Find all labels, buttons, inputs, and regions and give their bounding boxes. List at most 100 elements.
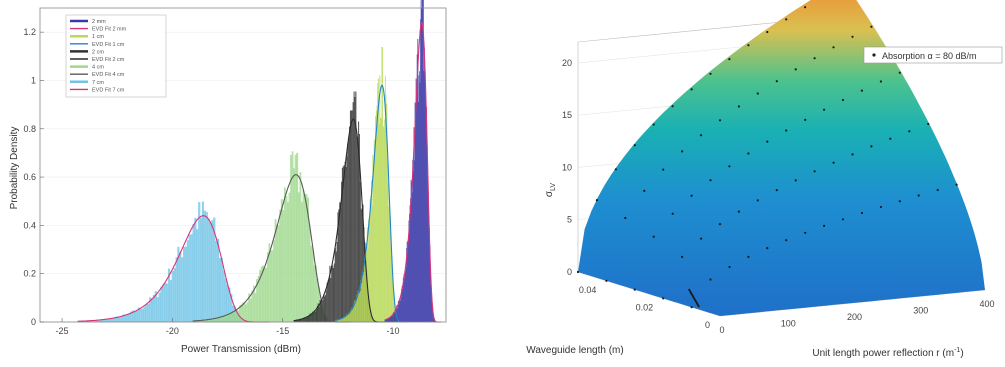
right-scatter-point — [671, 212, 674, 215]
left-histogram-bar — [305, 193, 308, 323]
right-scatter-point — [694, 299, 697, 302]
left-histogram-bar — [215, 240, 218, 323]
right-scatter-point — [681, 255, 684, 258]
left-histogram-bar — [171, 271, 174, 323]
left-histogram-bar — [134, 311, 137, 323]
left-histogram-bar — [349, 313, 351, 323]
left-histogram-bar — [376, 105, 378, 323]
right-axes-box — [577, 15, 986, 317]
right-scatter-point — [662, 168, 665, 171]
right-scatter-point — [870, 25, 873, 28]
left-histogram-bar — [380, 118, 382, 323]
right-z-grid-line — [577, 193, 844, 221]
right-scatter-point — [709, 72, 712, 75]
left-histogram-bar — [348, 137, 350, 323]
right-z-grid-line — [577, 36, 844, 64]
right-legend-marker — [872, 53, 876, 57]
left-histogram-bar — [339, 202, 341, 323]
left-histogram-bar — [363, 271, 365, 323]
right-scatter-point — [898, 200, 901, 203]
left-fit-curve — [192, 174, 351, 323]
right-scatter-point — [813, 170, 816, 173]
right-scatter-point — [690, 306, 693, 309]
left-histogram-bar — [152, 294, 155, 323]
left-histogram-bar — [304, 318, 306, 323]
left-histogram-bar — [109, 319, 112, 323]
right-scatter-point — [804, 231, 807, 234]
right-z-tick-label: 5 — [567, 215, 572, 225]
left-histogram-bar — [249, 298, 252, 323]
right-scatter-point — [908, 130, 911, 133]
right-scatter-point — [692, 295, 694, 298]
right-box-edge — [719, 289, 986, 317]
left-histogram-bar — [387, 163, 388, 323]
right-scatter-point — [709, 278, 712, 281]
left-histogram-bar — [355, 299, 357, 323]
left-histogram-bar — [311, 248, 314, 323]
right-scatter-point — [851, 153, 854, 156]
left-histogram-bar — [251, 290, 254, 323]
right-box-edge — [577, 15, 844, 43]
left-histogram-bar — [366, 252, 368, 323]
left-histogram-bar — [378, 124, 380, 323]
left-histogram-bar — [310, 314, 312, 323]
left-histogram-bar — [262, 265, 265, 323]
left-histogram-bar — [302, 190, 305, 323]
right-scatter-point — [690, 194, 693, 197]
left-legend-entry: 2 mm — [92, 19, 106, 25]
left-histogram-bar — [340, 208, 342, 323]
right-scatter-point — [832, 161, 835, 164]
left-x-tick-label: -15 — [276, 326, 289, 336]
left-histogram-bar — [380, 118, 381, 323]
left-histogram-bar — [353, 91, 355, 323]
left-histogram-bar — [145, 304, 148, 323]
left-histogram-bar — [203, 210, 206, 323]
right-legend-box — [863, 46, 1003, 64]
right-scatter-point — [813, 57, 816, 60]
left-histogram-bar — [350, 110, 352, 323]
right-scatter-point — [747, 44, 750, 47]
left-histogram-bar — [181, 257, 184, 323]
left-histogram-bar — [371, 205, 373, 323]
right-surface — [578, 0, 985, 316]
left-histogram-bar — [222, 270, 225, 323]
left-histogram-bar — [356, 136, 358, 323]
right-x-tick-label: 400 — [979, 299, 994, 309]
left-x-tick-labels: -25 -20 -15 -10 — [56, 326, 400, 336]
left-histogram-bar — [352, 307, 354, 323]
right-scatter-point — [898, 71, 901, 74]
left-histogram-bar — [306, 317, 308, 323]
left-histogram-bar — [313, 312, 315, 323]
left-histogram-bar — [381, 46, 383, 323]
left-histogram-bar — [288, 192, 291, 323]
right-scatter-point — [737, 105, 741, 108]
right-scatter-point — [688, 288, 691, 291]
left-histogram-bar — [186, 240, 189, 323]
right-legend: Absorption α = 80 dB/m — [863, 46, 1003, 64]
left-histogram-bar — [245, 304, 248, 323]
left-histogram-bar — [310, 245, 313, 323]
right-scatter-point — [879, 205, 883, 209]
right-scatter-point — [652, 123, 655, 126]
left-histogram-bar — [325, 290, 327, 323]
right-y-tick-label: 0 — [705, 320, 710, 330]
left-histogram-bar — [344, 161, 346, 323]
left-histogram-bar — [150, 298, 154, 323]
left-histogram-bar — [220, 257, 223, 323]
left-histogram-bar — [196, 229, 199, 323]
left-histogram-bar — [232, 312, 235, 323]
right-box-edge — [577, 271, 721, 317]
left-histogram-bar — [308, 225, 311, 323]
left-legend-entry: 4 cm — [92, 65, 104, 71]
right-scatter-point — [917, 194, 920, 197]
left-y-tick-label: 0.2 — [23, 269, 36, 279]
left-histogram-bar — [285, 196, 288, 323]
left-legend-entry: 2 cm — [92, 49, 104, 55]
left-histogram-bar — [347, 315, 349, 323]
left-fit-curve — [335, 84, 407, 323]
right-scatter-point — [718, 119, 722, 122]
right-scatter-point — [841, 98, 845, 102]
right-scatter-point — [870, 145, 873, 148]
left-fit-curve — [384, 21, 442, 323]
right-z-tick-label: 15 — [562, 110, 572, 120]
